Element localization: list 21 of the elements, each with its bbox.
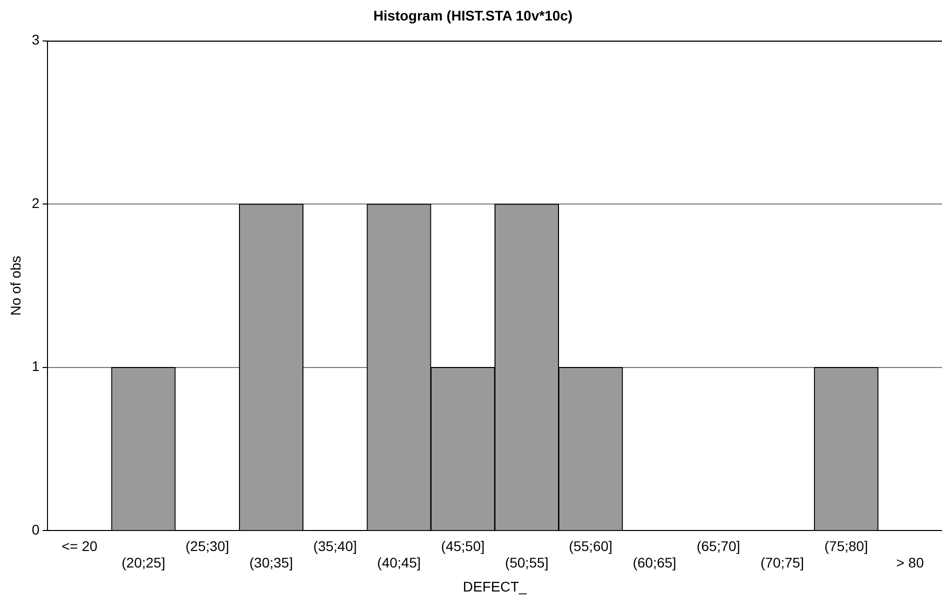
x-tick-label: <= 20	[62, 538, 98, 554]
y-tick-label: 2	[32, 194, 40, 211]
y-axis-title: No of obs	[7, 256, 24, 316]
x-tick-label: (45;50]	[441, 538, 485, 554]
x-tick-label: > 80	[896, 554, 924, 571]
x-tick-label: (30;35]	[249, 554, 293, 571]
y-tick-label: 3	[32, 32, 40, 48]
chart-title: Histogram (HIST.STA 10v*10c)	[373, 7, 573, 24]
x-tick-label: (35;40]	[313, 538, 357, 554]
x-tick-label: (55;60]	[568, 538, 612, 554]
y-tick-label: 1	[32, 358, 40, 374]
x-tick-label: (25;30]	[186, 538, 230, 554]
x-tick-label: (40;45]	[377, 554, 421, 571]
x-axis-title: DEFECT_	[462, 578, 527, 594]
x-tick-label: (60;65]	[632, 554, 676, 571]
x-tick-label: (75;80]	[824, 538, 868, 554]
y-tick-label: 0	[32, 521, 40, 538]
x-tick-label: (50;55]	[504, 554, 549, 571]
x-tick-label: (65;70]	[696, 538, 740, 554]
x-tick-label: (20;25]	[122, 554, 166, 571]
x-tick-label: (70;75]	[760, 554, 804, 571]
